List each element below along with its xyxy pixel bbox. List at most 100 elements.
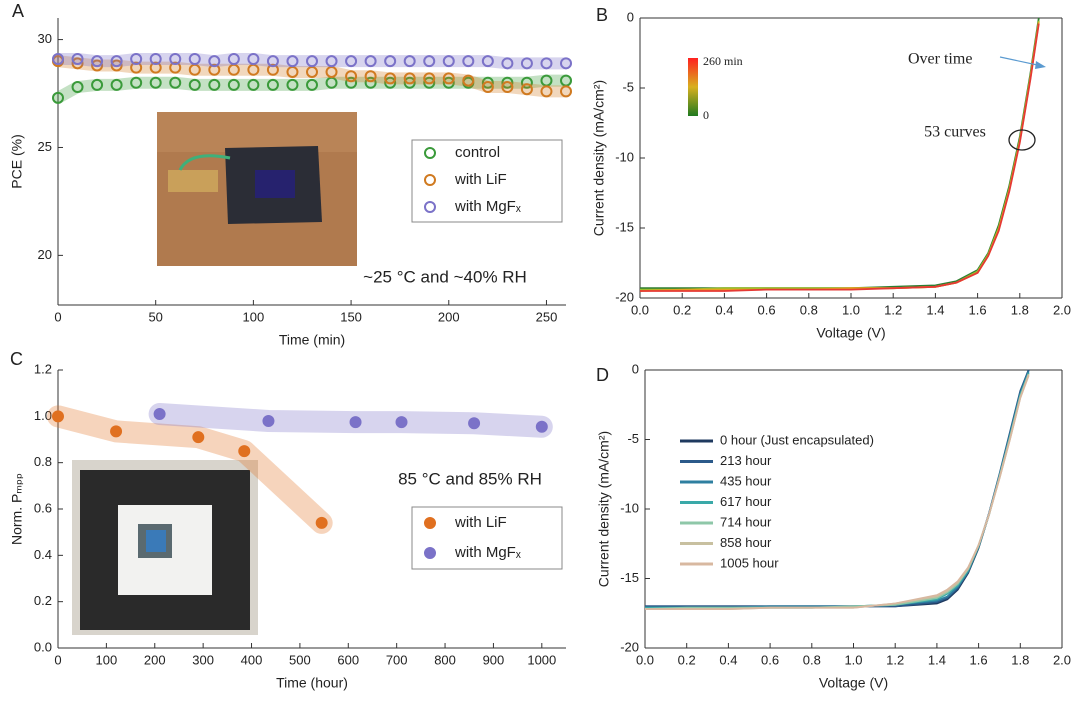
legend-label: control (455, 144, 500, 161)
curve (639, 22, 1040, 292)
data-point (520, 57, 533, 70)
y-tick-label: 0.2 (34, 593, 52, 608)
data-point (560, 85, 572, 98)
data-point (169, 61, 182, 74)
legend-box (411, 506, 563, 570)
data-point (315, 516, 328, 529)
x-tick-label: 0.6 (758, 302, 776, 317)
legend-marker (424, 517, 436, 529)
data-point (442, 76, 455, 89)
data-point (247, 78, 260, 91)
data-point (462, 74, 475, 87)
data-point (403, 76, 416, 89)
data-point (52, 410, 64, 423)
data-point (227, 53, 240, 65)
x-tick-label: 1.6 (970, 652, 988, 667)
data-point (208, 55, 221, 68)
annotation-arrow (999, 56, 1043, 67)
data-point (247, 53, 260, 65)
data-point (169, 76, 182, 89)
y-axis-label: Norm. Pₘₚₚ (9, 473, 25, 545)
x-tick-label: 0.4 (719, 652, 737, 667)
data-point (345, 70, 358, 83)
x-tick-label: 1000 (527, 652, 556, 667)
data-point (153, 408, 166, 421)
x-tick-label: 0.0 (631, 302, 649, 317)
x-axis-label: Time (hour) (276, 675, 348, 691)
colorbar (688, 58, 698, 116)
data-point (345, 55, 358, 68)
y-tick-label: -10 (620, 500, 639, 515)
legend-label: 617 hour (720, 494, 772, 509)
data-point (238, 445, 251, 458)
x-tick-label: 100 (96, 652, 118, 667)
x-axis-label: Voltage (V) (816, 325, 885, 341)
data-point (501, 81, 514, 94)
data-point (481, 76, 494, 89)
data-point (442, 72, 455, 85)
x-tick-label: 1.6 (969, 302, 987, 317)
data-point (286, 78, 299, 91)
x-tick-label: 0 (54, 652, 61, 667)
x-tick-label: 900 (483, 652, 505, 667)
x-axis-label: Time (min) (279, 332, 345, 348)
x-tick-label: 50 (148, 309, 162, 324)
y-tick-label: -10 (615, 149, 634, 164)
data-point (306, 55, 318, 68)
y-tick-label: -5 (622, 79, 634, 94)
data-point (468, 417, 481, 430)
legend-marker (424, 547, 436, 559)
curve (645, 371, 1030, 609)
data-point (364, 76, 377, 89)
data-point (442, 55, 455, 68)
data-point (501, 57, 514, 70)
x-tick-label: 0.2 (673, 302, 691, 317)
y-tick-label: 1.0 (34, 408, 52, 423)
data-point (520, 83, 533, 96)
data-point (501, 76, 514, 89)
data-point (227, 78, 240, 91)
data-point (560, 57, 572, 70)
x-tick-label: 200 (438, 309, 460, 324)
data-point (349, 416, 362, 429)
data-point (130, 53, 143, 65)
data-point (192, 431, 205, 444)
x-tick-label: 150 (340, 309, 362, 324)
curve (645, 372, 1030, 609)
data-point (208, 78, 221, 91)
data-point (266, 78, 279, 91)
legend-label: 213 hour (720, 453, 772, 468)
y-tick-label: -20 (620, 639, 639, 654)
x-tick-label: 200 (144, 652, 166, 667)
data-point (130, 76, 143, 89)
curve (645, 369, 1030, 608)
inset-photo-a (157, 112, 357, 266)
legend-label: with LiF (454, 514, 507, 531)
legend-label: 435 hour (720, 473, 772, 488)
curve (640, 17, 1040, 290)
x-tick-label: 0.0 (636, 652, 654, 667)
panel-label: C (10, 349, 23, 369)
legend-marker (424, 201, 436, 213)
legend-label: with MgFₓ (454, 198, 521, 215)
data-point (423, 72, 436, 85)
x-tick-label: 600 (337, 652, 359, 667)
annotation-ellipse (1008, 129, 1036, 151)
data-point (110, 78, 123, 91)
data-point (188, 78, 201, 91)
x-tick-label: 0.8 (803, 652, 821, 667)
data-point (52, 53, 64, 65)
trend-band (52, 53, 572, 70)
data-point (325, 55, 338, 68)
data-point (345, 76, 358, 89)
x-tick-label: 0.4 (715, 302, 733, 317)
x-tick-label: 1.4 (928, 652, 946, 667)
data-point (535, 420, 548, 433)
x-tick-label: 2.0 (1053, 652, 1071, 667)
data-point (306, 78, 318, 91)
y-tick-label: 0.0 (34, 639, 52, 654)
x-tick-label: 250 (536, 309, 558, 324)
annotation: 85 °C and 85% RH (398, 469, 542, 488)
data-point (110, 59, 123, 72)
y-tick-label: -15 (620, 570, 639, 585)
